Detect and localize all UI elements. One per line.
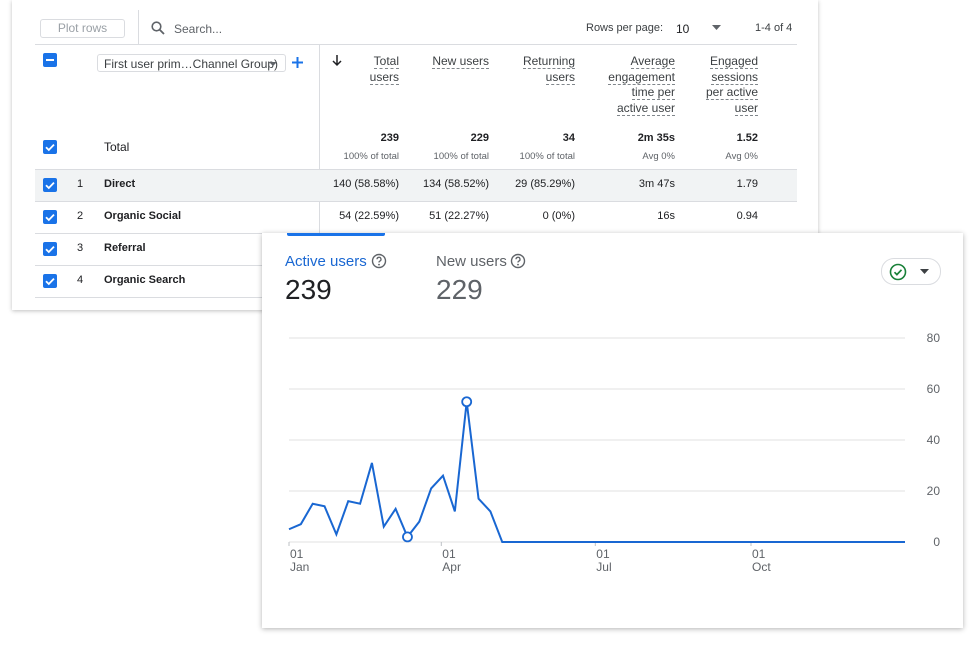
x-tick-month: Jan <box>290 560 309 574</box>
pagination-range: 1-4 of 4 <box>755 22 793 34</box>
row-index: 3 <box>76 242 84 254</box>
tab-label[interactable]: Active users <box>285 253 367 270</box>
tab-value: 229 <box>436 274 483 305</box>
column-header-text: Engaged sessions per active user <box>705 54 758 116</box>
column-header-text: Average engagement time per active user <box>608 54 675 116</box>
total-note: 100% of total <box>519 151 575 162</box>
help-icon[interactable] <box>371 253 387 274</box>
total-note: 100% of total <box>343 151 399 162</box>
row-value: 29 (85.29%) <box>515 178 575 190</box>
column-header-text: New users <box>432 54 489 69</box>
total-value: 229 <box>470 132 489 144</box>
dimension-select[interactable]: First user prim…Channel Group) <box>97 54 286 72</box>
search-icon[interactable] <box>151 21 165 35</box>
rows-per-page-select[interactable]: 10 <box>676 22 690 36</box>
x-tick-label: 01 <box>442 547 456 561</box>
point-marker <box>461 396 473 408</box>
row-divider <box>35 169 797 170</box>
select-all-checkbox[interactable] <box>43 53 57 67</box>
tab-label[interactable]: New users <box>436 253 507 270</box>
row-index: 1 <box>76 178 84 190</box>
column-header[interactable]: New users <box>429 54 489 70</box>
y-tick-label: 0 <box>933 535 940 549</box>
divider <box>35 44 797 45</box>
divider <box>138 10 139 44</box>
chart-card: Active users 239 New users 229 0 20 40 60 80 01 J… <box>262 233 963 628</box>
dimension-label: First user prim…Channel Group) <box>104 57 279 71</box>
point-marker <box>402 531 413 543</box>
total-note: Avg 0% <box>642 151 675 162</box>
row-checkbox[interactable] <box>43 178 57 192</box>
add-dimension[interactable] <box>292 57 303 68</box>
tab-value: 239 <box>285 274 332 305</box>
row-name: Organic Social <box>104 210 182 222</box>
row-value: 51 (22.27%) <box>429 210 489 222</box>
row-checkbox[interactable] <box>43 242 57 256</box>
row-value: 0.94 <box>736 210 758 222</box>
row-value: 54 (22.59%) <box>339 210 399 222</box>
column-header[interactable]: Total users <box>354 54 399 85</box>
sort-arrow[interactable] <box>332 55 342 67</box>
row-name: Direct <box>104 178 136 190</box>
row-index: 2 <box>76 210 84 222</box>
row-name: Organic Search <box>104 274 186 286</box>
row-value: 134 (58.52%) <box>422 178 489 190</box>
row-value: 3m 47s <box>638 178 675 190</box>
row-checkbox[interactable] <box>43 140 57 154</box>
divider <box>319 44 320 234</box>
y-tick-label: 80 <box>927 331 941 345</box>
total-note: Avg 0% <box>725 151 758 162</box>
row-value: 16s <box>657 210 675 222</box>
y-tick-label: 20 <box>927 484 941 498</box>
row-value: 1.79 <box>736 178 758 190</box>
column-header-text: Total users <box>369 54 399 85</box>
help-icon[interactable] <box>510 253 526 274</box>
column-header[interactable]: Engaged sessions per active user <box>702 54 758 116</box>
row-checkbox[interactable] <box>43 210 57 224</box>
row-index: 4 <box>76 274 84 286</box>
total-value: 1.52 <box>736 132 758 144</box>
total-value: 2m 35s <box>637 132 675 144</box>
row-checkbox[interactable] <box>43 274 57 288</box>
search-input[interactable]: Search... <box>174 22 223 36</box>
column-header-text: Returning users <box>522 54 575 85</box>
total-label: Total <box>104 140 130 154</box>
plot-rows-button[interactable]: Plot rows <box>40 19 125 38</box>
column-header[interactable]: Average engagement time per active user <box>603 54 675 116</box>
row-value: 0 (0%) <box>542 210 575 222</box>
total-value: 239 <box>380 132 399 144</box>
row-highlight <box>35 170 797 201</box>
active-tab-indicator <box>287 233 385 236</box>
x-tick-month: Jul <box>596 560 611 574</box>
row-value: 140 (58.58%) <box>332 178 399 190</box>
row-name: Referral <box>104 242 146 254</box>
x-tick-month: Oct <box>752 560 771 574</box>
row-divider <box>35 201 797 202</box>
total-value: 34 <box>562 132 575 144</box>
column-header[interactable]: Returning users <box>515 54 575 85</box>
x-tick-label: 01 <box>752 547 766 561</box>
y-tick-label: 60 <box>927 382 941 396</box>
rows-per-page-label: Rows per page: <box>586 22 664 34</box>
dropdown-arrow[interactable] <box>712 25 722 31</box>
total-note: 100% of total <box>433 151 489 162</box>
line <box>288 401 905 543</box>
compare-dropdown[interactable] <box>881 258 941 285</box>
y-tick-label: 40 <box>927 433 941 447</box>
x-tick-month: Apr <box>442 560 461 574</box>
x-tick-label: 01 <box>596 547 610 561</box>
x-tick-label: 01 <box>290 547 304 561</box>
